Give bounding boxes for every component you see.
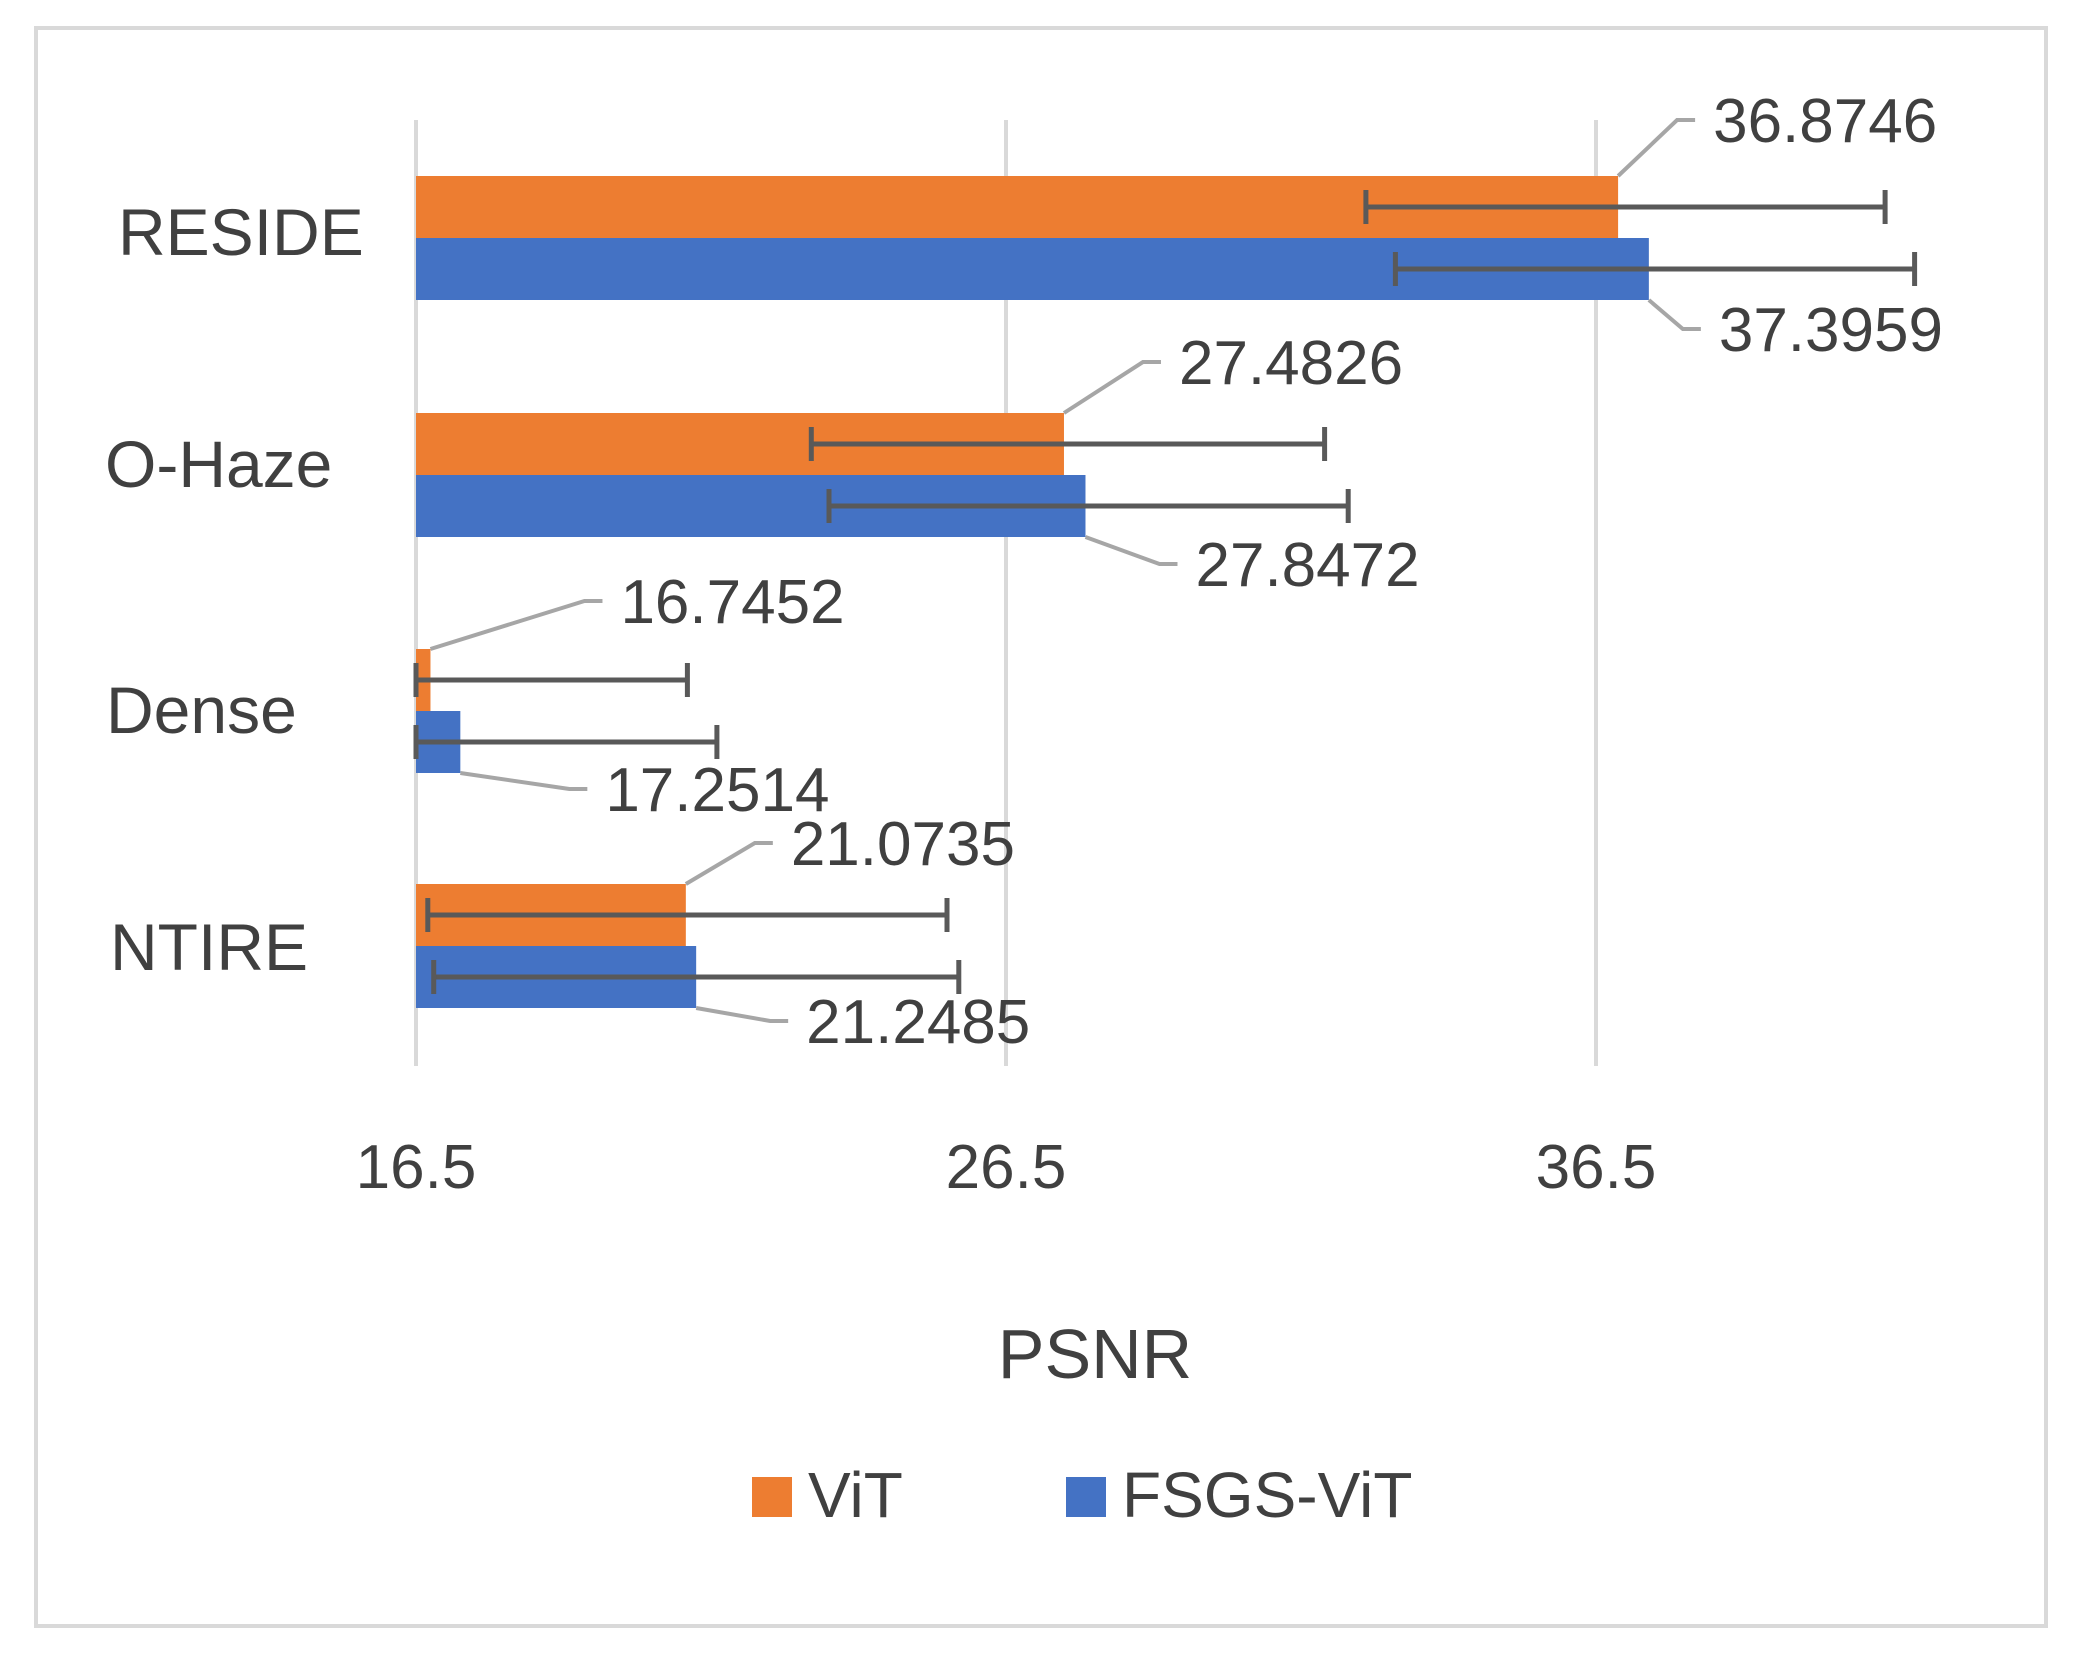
data-label-leader bbox=[429, 599, 603, 651]
legend-swatch-fsgs-vit bbox=[1066, 1477, 1106, 1517]
legend: ViT FSGS-ViT bbox=[752, 1459, 1412, 1531]
category-label: O-Haze bbox=[105, 427, 332, 501]
data-label: 27.4826 bbox=[1179, 329, 1403, 398]
data-label-leader bbox=[1647, 298, 1701, 331]
data-label-leader bbox=[1616, 118, 1696, 178]
data-label-leader bbox=[1084, 535, 1178, 566]
category-label: Dense bbox=[106, 673, 297, 747]
legend-swatch-vit bbox=[752, 1477, 792, 1517]
data-label: 17.2514 bbox=[605, 756, 829, 825]
data-label: 21.0735 bbox=[791, 810, 1015, 879]
x-tick-label: 36.5 bbox=[1536, 1133, 1657, 1202]
legend-label-vit: ViT bbox=[808, 1459, 903, 1531]
x-tick-label: 26.5 bbox=[946, 1133, 1067, 1202]
category-label: RESIDE bbox=[118, 195, 364, 269]
data-label-leader bbox=[684, 841, 773, 886]
legend-label-fsgs-vit: FSGS-ViT bbox=[1122, 1459, 1412, 1531]
category-label: NTIRE bbox=[110, 910, 308, 984]
data-label: 27.8472 bbox=[1195, 531, 1419, 600]
data-label: 36.8746 bbox=[1713, 87, 1937, 156]
data-label: 37.3959 bbox=[1719, 296, 1943, 365]
data-label-leader bbox=[1062, 360, 1161, 415]
data-label: 16.7452 bbox=[620, 568, 844, 637]
data-label-leader bbox=[695, 1006, 789, 1023]
x-tick-label: 16.5 bbox=[356, 1133, 477, 1202]
data-label-leader bbox=[460, 771, 588, 791]
data-label: 21.2485 bbox=[806, 988, 1030, 1057]
x-axis-title: PSNR bbox=[998, 1315, 1192, 1393]
